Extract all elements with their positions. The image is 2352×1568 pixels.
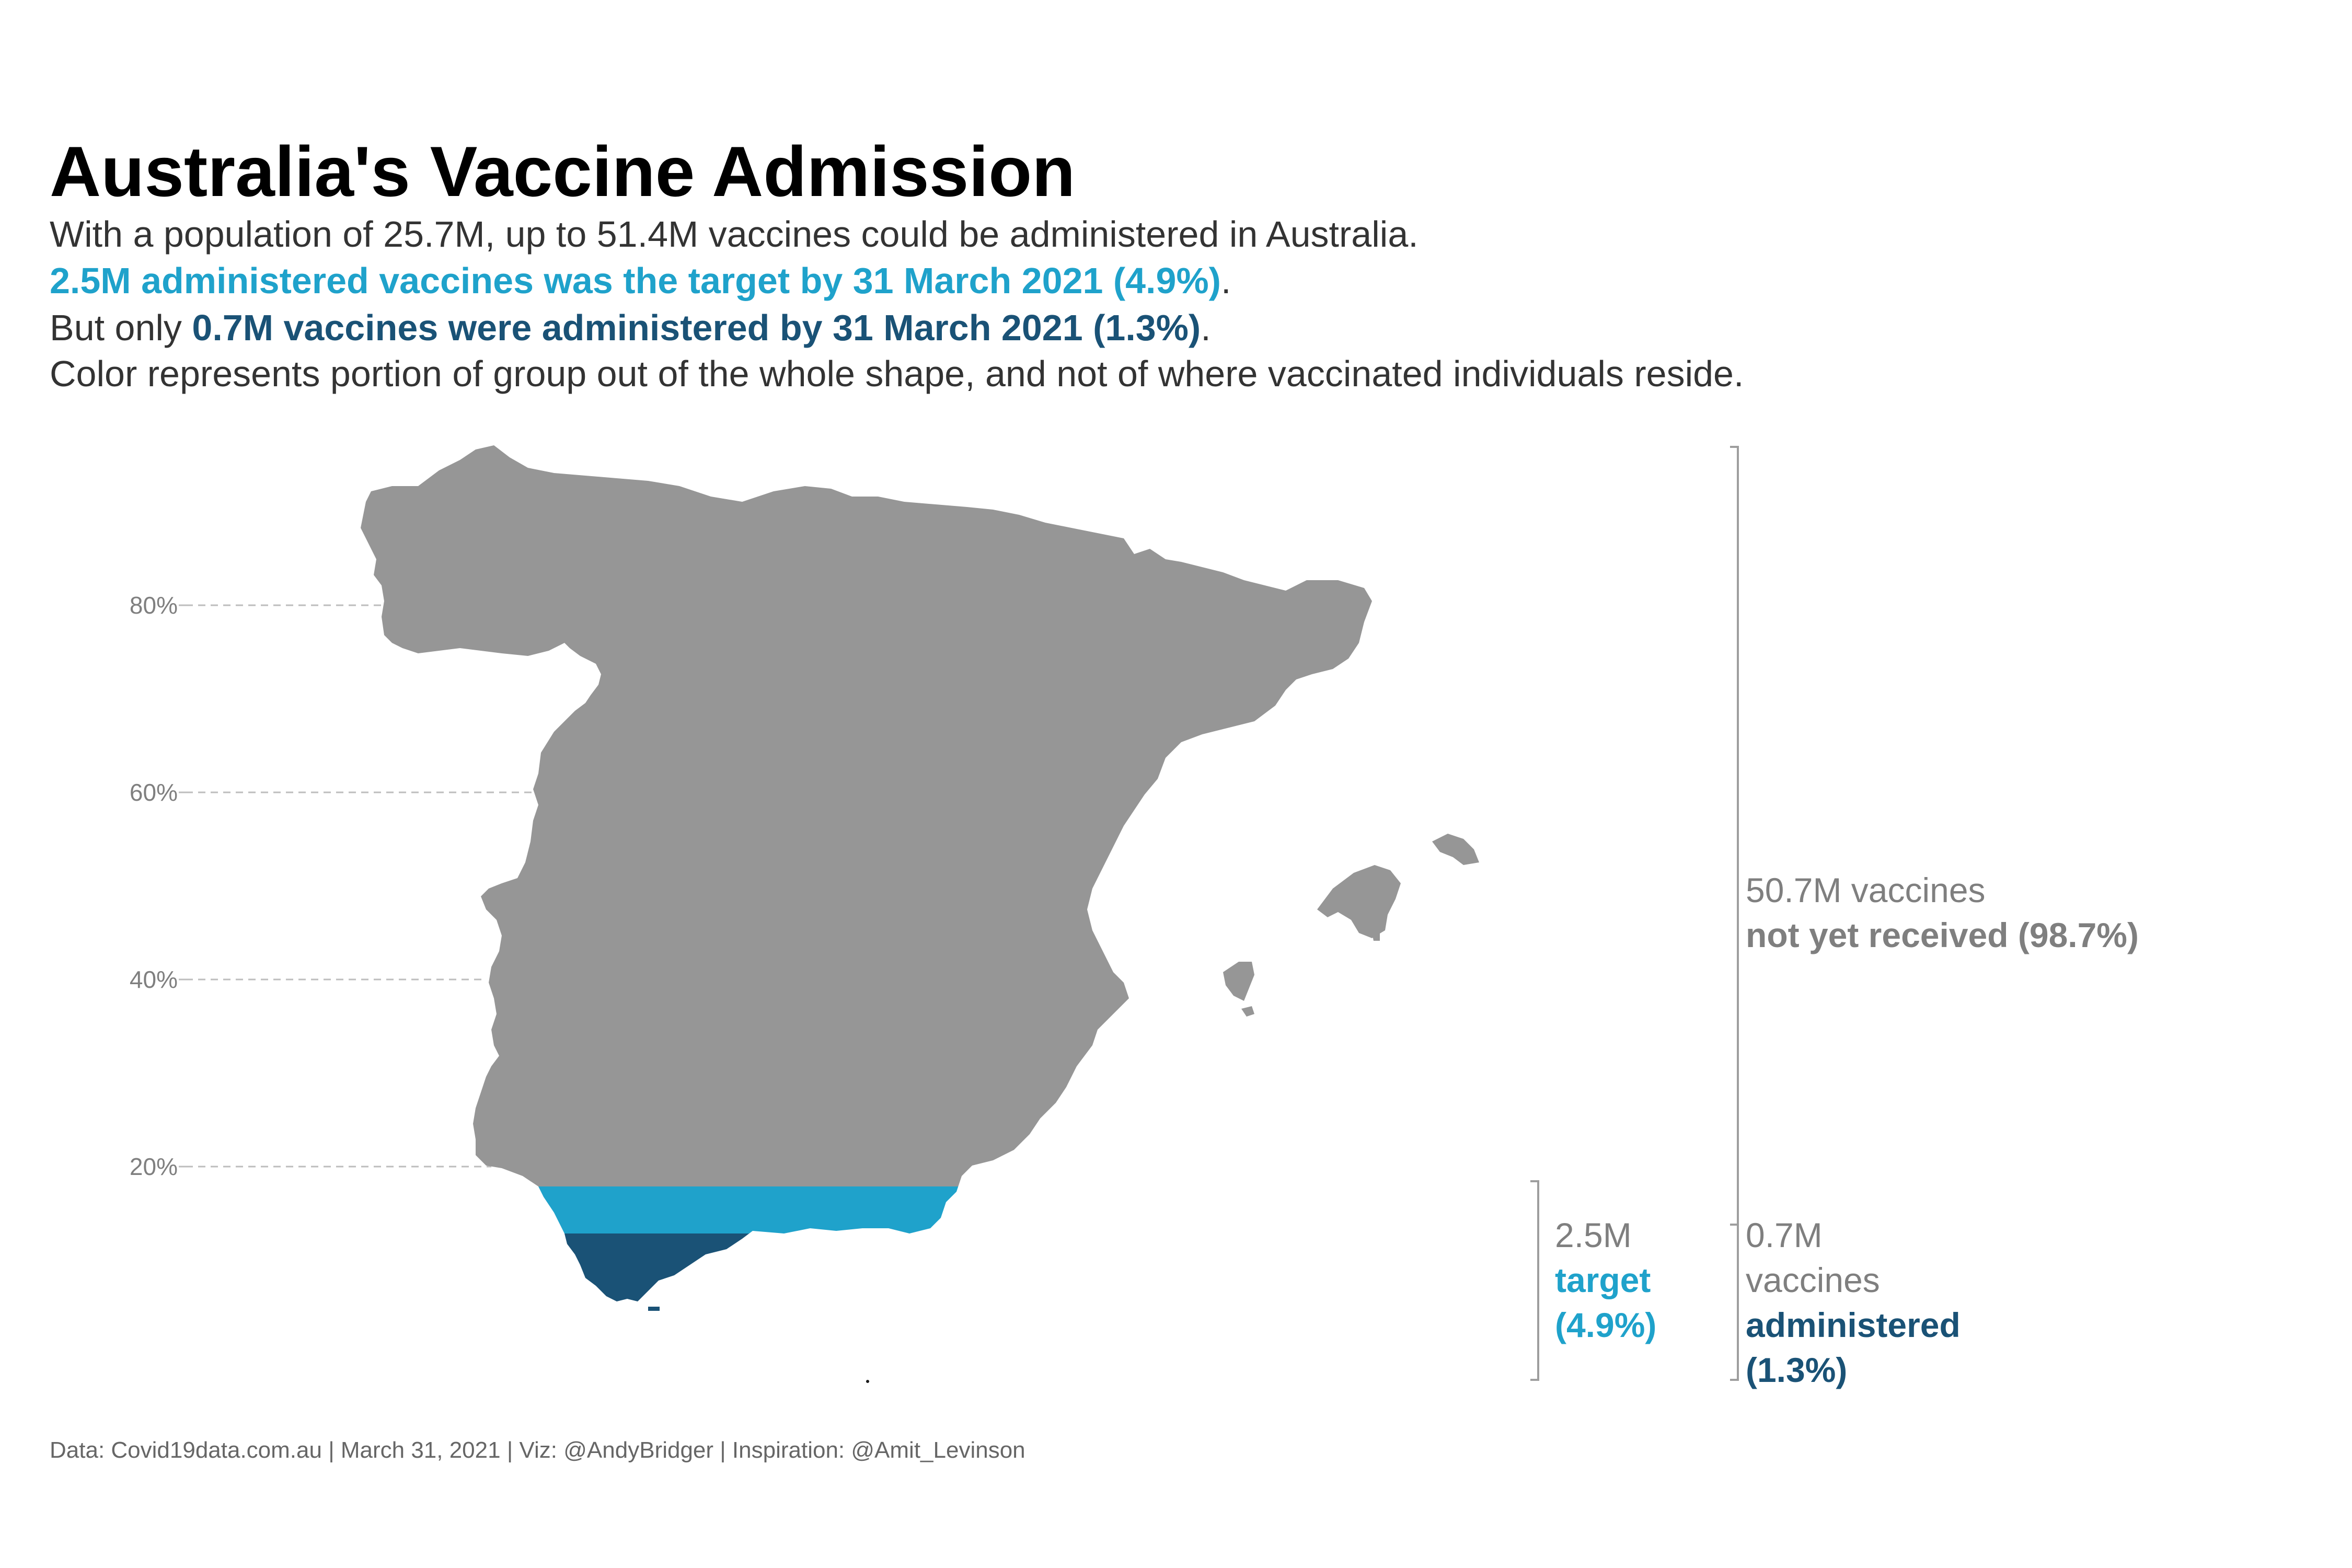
band-administered-fragment bbox=[648, 1307, 660, 1311]
y-axis-gridlines: 20% 40% 60% 80% bbox=[130, 592, 549, 1180]
band-not-received bbox=[361, 445, 1372, 1186]
annotation-target-label: target bbox=[1555, 1261, 1651, 1299]
y-tick-label: 60% bbox=[130, 779, 178, 806]
y-tick-label: 40% bbox=[130, 966, 178, 993]
subtitle-line-4: Color represents portion of group out of… bbox=[50, 353, 1744, 394]
y-tick-label: 20% bbox=[130, 1153, 178, 1180]
annotation-target: 2.5M target (4.9%) bbox=[1555, 1213, 1656, 1347]
bracket-not-received bbox=[1730, 446, 1739, 1381]
annotation-administered-label: administered bbox=[1746, 1306, 1961, 1344]
subtitle-line-2: 2.5M administered vaccines was the targe… bbox=[50, 260, 1231, 302]
chart-title: Australia's Vaccine Admission bbox=[50, 132, 1076, 211]
annotation-target-percent: (4.9%) bbox=[1555, 1306, 1657, 1344]
annotation-administered-percent: (1.3%) bbox=[1746, 1351, 1848, 1389]
annotation-administered: 0.7M vaccines administered (1.3%) bbox=[1746, 1213, 1961, 1392]
spain-map bbox=[361, 445, 1372, 1301]
annotation-administered-amount: 0.7M bbox=[1746, 1216, 1823, 1254]
subtitle-line-3-start: But only bbox=[50, 307, 192, 348]
subtitle-target-text: 2.5M administered vaccines was the targe… bbox=[50, 260, 1221, 301]
island-mallorca bbox=[1317, 865, 1401, 938]
y-tick-label: 80% bbox=[130, 592, 178, 619]
subtitle-line-3: But only 0.7M vaccines were administered… bbox=[50, 307, 1211, 349]
annotation-not-received-amount: 50.7M vaccines bbox=[1746, 871, 1986, 909]
annotation-administered-unit: vaccines bbox=[1746, 1261, 1880, 1299]
subtitle-line-2-end: . bbox=[1221, 260, 1231, 301]
bracket-administered bbox=[1730, 1224, 1739, 1233]
band-target bbox=[361, 1186, 1372, 1233]
island-formentera bbox=[1241, 1006, 1254, 1017]
subtitle-line-1: With a population of 25.7M, up to 51.4M … bbox=[50, 214, 1419, 255]
annotation-target-amount: 2.5M bbox=[1555, 1216, 1632, 1254]
tiny-island-dot bbox=[866, 1380, 869, 1383]
annotation-not-received: 50.7M vaccines not yet received (98.7%) bbox=[1746, 868, 2139, 958]
subtitle-line-3-end: . bbox=[1201, 307, 1211, 348]
caption: Data: Covid19data.com.au | March 31, 202… bbox=[50, 1437, 1025, 1463]
island-menorca bbox=[1432, 834, 1479, 865]
band-administered bbox=[361, 1233, 1372, 1301]
island-ibiza bbox=[1223, 962, 1254, 1001]
island-cabrera bbox=[1372, 933, 1380, 941]
annotation-not-received-label: not yet received (98.7%) bbox=[1746, 916, 2139, 954]
bracket-target bbox=[1530, 1180, 1539, 1381]
subtitle-administered-text: 0.7M vaccines were administered by 31 Ma… bbox=[192, 307, 1201, 348]
